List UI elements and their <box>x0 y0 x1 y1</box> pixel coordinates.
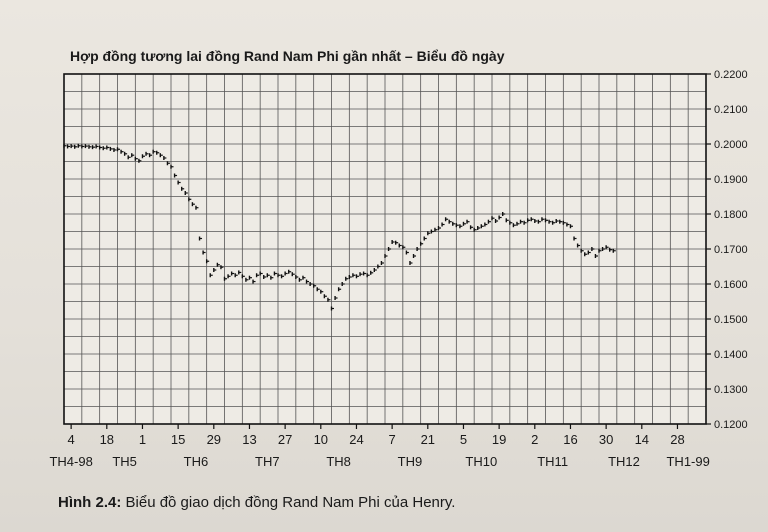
x-axis-ticks: 4 18 1 15 29 13 27 10 24 7 21 5 19 2 16 30 14 28 TH4-98 TH5… <box>49 424 710 469</box>
price-points <box>63 143 616 311</box>
chart-title: Hợp đồng tương lai đồng Rand Nam Phi gần… <box>70 48 505 64</box>
y-tick-label: 0.1300 <box>714 384 748 396</box>
y-tick-label: 0.2000 <box>714 139 748 151</box>
y-tick-label: 0.1900 <box>714 174 748 186</box>
y-tick-label: 0.1200 <box>714 419 748 431</box>
x-month-label: TH4-98 <box>49 454 92 469</box>
x-month-label: TH5 <box>112 454 137 469</box>
x-day-label: 30 <box>599 432 613 447</box>
x-day-label: 2 <box>531 432 538 447</box>
y-tick-label: 0.1700 <box>714 244 748 256</box>
x-day-label: 10 <box>314 432 328 447</box>
x-day-label: 24 <box>349 432 363 447</box>
x-day-label: 4 <box>68 432 75 447</box>
x-month-label: TH10 <box>465 454 497 469</box>
x-month-label: TH12 <box>608 454 640 469</box>
x-month-label: TH6 <box>184 454 209 469</box>
x-day-label: 5 <box>460 432 467 447</box>
x-day-label: 13 <box>242 432 256 447</box>
x-month-label: TH7 <box>255 454 280 469</box>
y-tick-label: 0.1600 <box>714 279 748 291</box>
y-axis-ticks: 0.2200 0.2100 0.2000 0.1900 0.1800 0.1700 0.16… <box>706 69 748 431</box>
x-day-label: 29 <box>207 432 221 447</box>
x-day-label: 1 <box>139 432 146 447</box>
chart-grid <box>64 74 706 424</box>
x-day-label: 18 <box>100 432 114 447</box>
x-day-label: 27 <box>278 432 292 447</box>
figure-caption: Hình 2.4: Biểu đồ giao dịch đồng Rand Na… <box>58 494 455 511</box>
caption-text: Biểu đồ giao dịch đồng Rand Nam Phi của … <box>121 494 456 511</box>
y-tick-label: 0.2200 <box>714 69 748 81</box>
x-month-label: TH9 <box>398 454 423 469</box>
y-tick-label: 0.2100 <box>714 104 748 116</box>
x-day-label: 28 <box>670 432 684 447</box>
x-month-label: TH11 <box>537 454 568 469</box>
y-tick-label: 0.1800 <box>714 209 748 221</box>
y-tick-label: 0.1400 <box>714 349 748 361</box>
x-day-label: 21 <box>421 432 435 447</box>
x-day-label: 16 <box>563 432 577 447</box>
x-month-label: TH1-99 <box>666 454 709 469</box>
x-day-label: 14 <box>635 432 649 447</box>
x-month-label: TH8 <box>326 454 351 469</box>
x-day-label: 15 <box>171 432 185 447</box>
x-day-label: 7 <box>389 432 396 447</box>
y-tick-label: 0.1500 <box>714 314 748 326</box>
x-day-label: 19 <box>492 432 506 447</box>
caption-label: Hình 2.4: <box>58 494 122 511</box>
